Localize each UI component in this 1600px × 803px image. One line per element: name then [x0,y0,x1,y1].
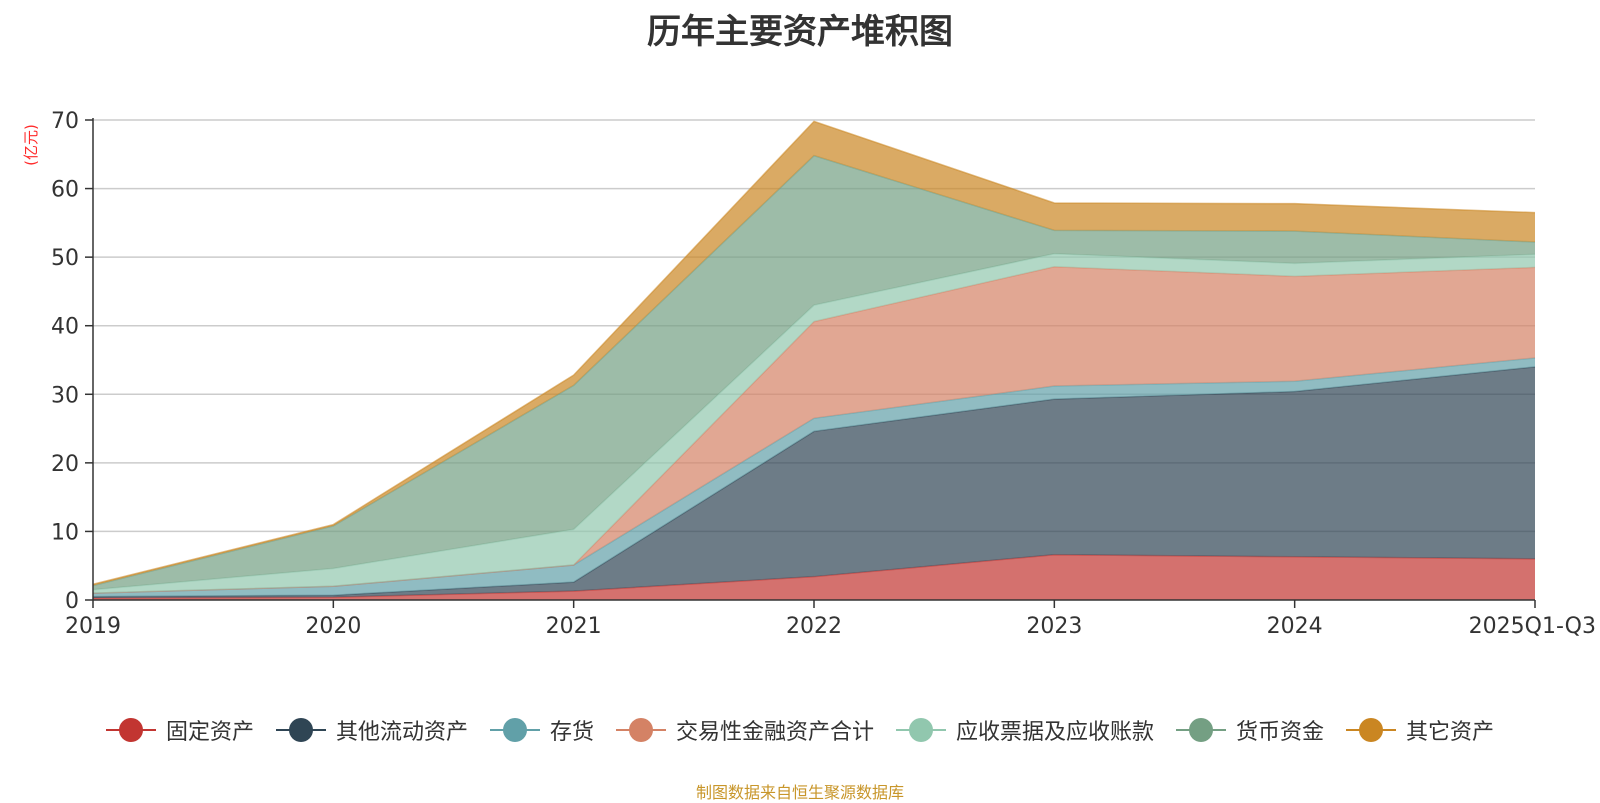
area-series-4 [93,253,1535,594]
y-tick-label: 10 [51,520,79,545]
chart-title: 历年主要资产堆积图 [647,12,953,52]
y-tick-label: 40 [51,315,79,340]
legend-marker-icon [105,718,156,742]
legend-label: 交易性金融资产合计 [675,720,874,745]
y-tick-label: 0 [65,589,79,614]
legend-label: 存货 [549,720,594,745]
x-tick-label: 2023 [1026,614,1082,639]
y-tick-label: 50 [51,246,79,271]
y-tick-label: 70 [51,109,79,134]
legend: 固定资产 其他流动资产 存货 交易性金融资产合计 应收票据及应收账款 货币资金 其它资产 [0,714,1600,746]
area-series-3 [93,266,1535,594]
area-series [92,120,1536,600]
legend-label: 应收票据及应收账款 [956,720,1155,745]
y-tick-label: 20 [51,452,79,477]
x-tick-label: 2022 [786,614,842,639]
legend-item-5[interactable]: 货币资金 [1176,714,1324,746]
legend-item-4[interactable]: 应收票据及应收账款 [896,714,1154,746]
x-tick-label: 2019 [65,614,121,639]
area-series-5 [93,155,1535,590]
x-tick-label: 2020 [305,614,361,639]
x-tick-label: 2021 [546,614,602,639]
y-tick-label: 30 [51,383,79,408]
source-note: 制图数据来自恒生聚源数据库 [695,783,904,802]
legend-item-3[interactable]: 交易性金融资产合计 [615,714,874,746]
legend-item-1[interactable]: 其他流动资产 [275,714,468,746]
legend-marker-icon [896,718,946,742]
series-line-6 [92,120,1536,585]
legend-marker-icon [1176,718,1227,742]
y-axis-unit-label: (亿元) [22,124,40,166]
legend-item-6[interactable]: 其它资产 [1346,714,1494,746]
legend-item-2[interactable]: 存货 [489,714,594,746]
axes: 0 10 20 30 40 50 60 70 2019 2020 2021 2022 2023 2024 2… [51,109,1596,639]
y-tick-label: 60 [51,178,79,203]
legend-marker-icon [615,718,666,742]
legend-label: 其他流动资产 [335,720,468,745]
legend-label: 货币资金 [1236,720,1325,745]
legend-marker-icon [275,718,326,742]
legend-item-0[interactable]: 固定资产 [105,714,254,746]
legend-label: 其它资产 [1406,720,1495,745]
x-tick-label: 2025Q1-Q3 [1469,614,1596,639]
x-tick-label: 2024 [1267,614,1323,639]
legend-marker-icon [489,718,540,742]
area-series-1 [93,366,1535,598]
legend-label: 固定资产 [165,720,254,745]
legend-marker-icon [1346,718,1397,742]
